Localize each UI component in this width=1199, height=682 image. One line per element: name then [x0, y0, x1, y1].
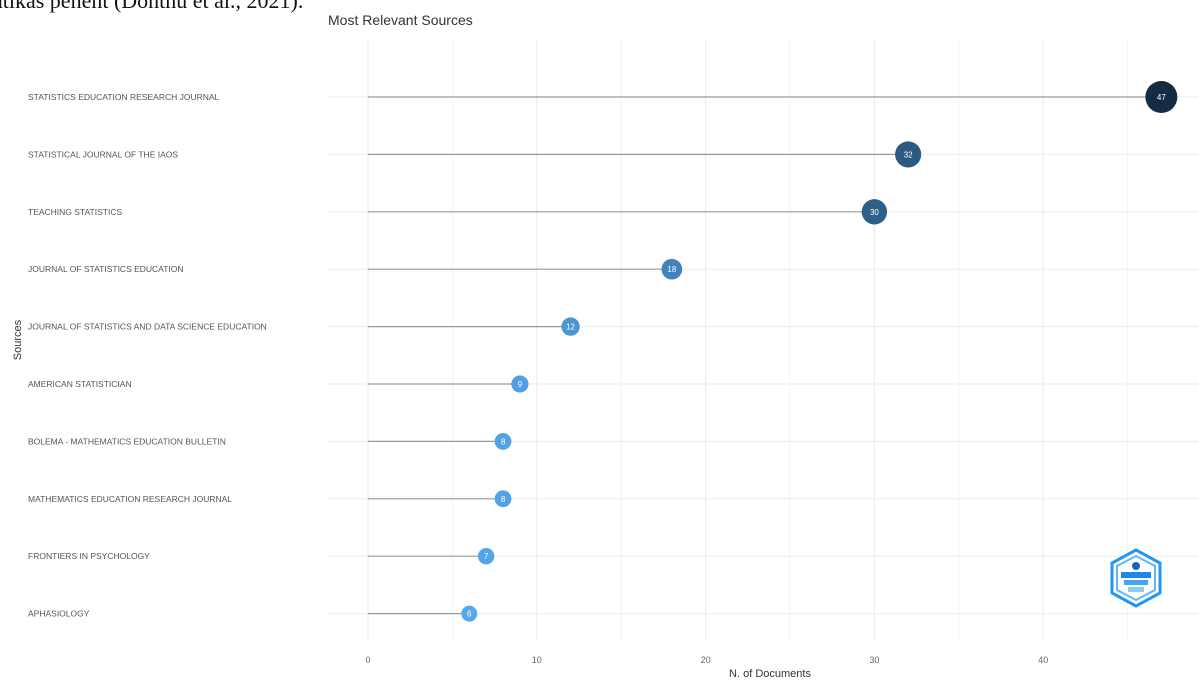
data-label: 8	[501, 495, 506, 504]
lollipop-point	[895, 141, 922, 168]
x-tick-label: 10	[532, 655, 542, 665]
x-tick-label: 20	[701, 655, 711, 665]
y-tick-label: AMERICAN STATISTICIAN	[28, 379, 132, 389]
y-tick-label: JOURNAL OF STATISTICS AND DATA SCIENCE E…	[28, 322, 267, 332]
data-label: 18	[667, 265, 676, 274]
lollipop-point	[494, 490, 512, 508]
lollipop-point	[561, 317, 580, 336]
bibliometrix-logo-icon	[1110, 548, 1162, 608]
caption-text: tematikas penent (Donthu et al., 2021).	[0, 0, 304, 13]
lollipop-point	[477, 548, 495, 565]
lollipop-point	[461, 605, 478, 622]
data-label: 47	[1157, 93, 1166, 102]
x-tick-label: 0	[365, 655, 370, 665]
y-tick-label: MATHEMATICS EDUCATION RESEARCH JOURNAL	[28, 494, 232, 504]
x-tick-label: 40	[1038, 655, 1048, 665]
y-tick-label: TEACHING STATISTICS	[28, 207, 122, 217]
lollipop-point	[861, 199, 888, 225]
y-tick-label: JOURNAL OF STATISTICS EDUCATION	[28, 264, 184, 274]
grid-lines	[328, 40, 1199, 640]
y-tick-label: BOLEMA - MATHEMATICS EDUCATION BULLETIN	[28, 436, 226, 446]
data-label: 8	[501, 437, 506, 446]
data-label: 30	[870, 208, 879, 217]
lollipop-point	[661, 258, 683, 280]
data-label: 7	[484, 552, 489, 561]
lollipop-point	[1145, 81, 1178, 113]
data-label: 9	[518, 380, 523, 389]
y-tick-label: STATISTICS EDUCATION RESEARCH JOURNAL	[28, 92, 220, 102]
lollipop-point	[511, 375, 529, 393]
y-tick-label: STATISTICAL JOURNAL OF THE IAOS	[28, 149, 178, 159]
chart-title: Most Relevant Sources	[328, 12, 473, 28]
x-axis-label: N. of Documents	[729, 668, 811, 680]
x-tick-label: 30	[869, 655, 879, 665]
data-label: 6	[467, 610, 472, 619]
data-label: 32	[904, 150, 913, 159]
data-label: 12	[566, 323, 575, 332]
lollipop-point	[494, 433, 512, 450]
y-tick-label: FRONTIERS IN PSYCHOLOGY	[28, 551, 150, 561]
y-tick-label: APHASIOLOGY	[28, 609, 90, 619]
